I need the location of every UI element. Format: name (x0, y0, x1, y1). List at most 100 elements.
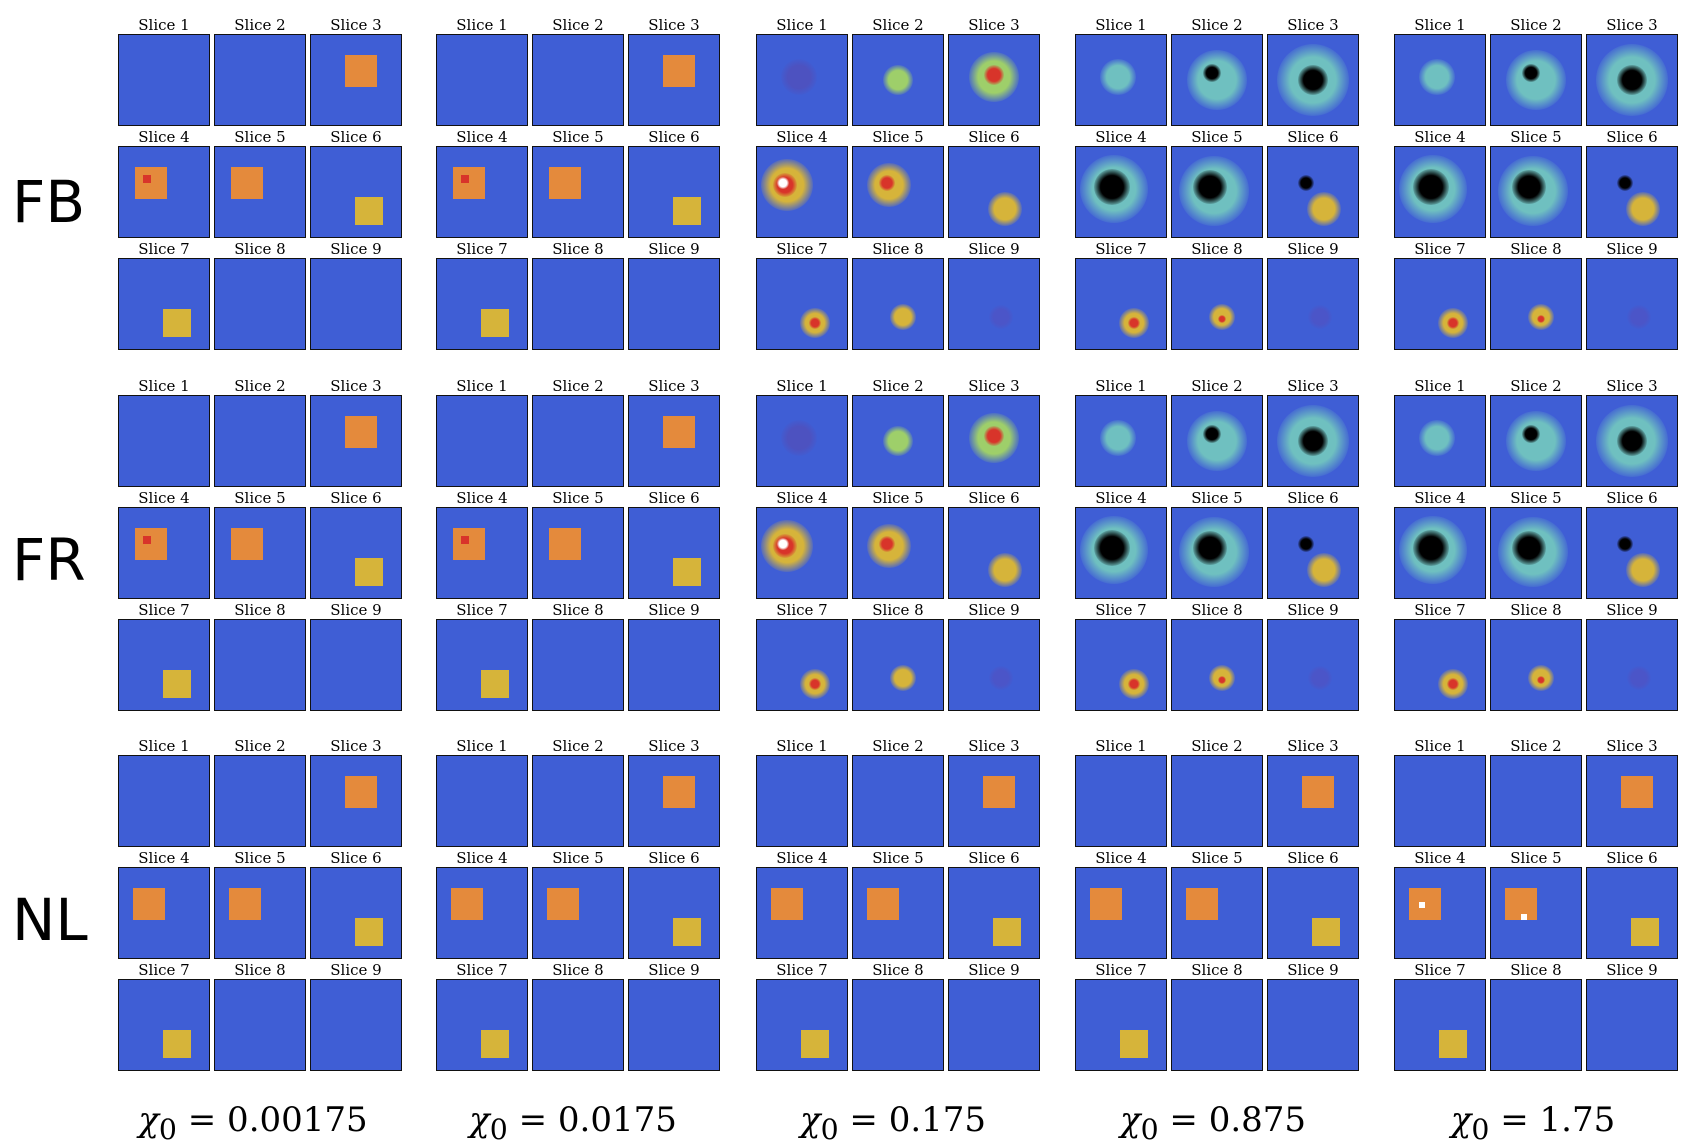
slice-title: Slice 3 (330, 377, 382, 395)
slice-title: Slice 1 (1095, 737, 1147, 755)
slice-image (1267, 34, 1359, 126)
slice-square-mark (355, 558, 383, 586)
slice-title: Slice 2 (1191, 377, 1243, 395)
slice-blob-mark (1100, 59, 1136, 95)
slice-title: Slice 2 (1510, 16, 1562, 34)
slice-image (1586, 507, 1678, 599)
slice-title: Slice 2 (552, 16, 604, 34)
slice-image (1171, 755, 1263, 847)
slice-title: Slice 1 (1414, 377, 1466, 395)
slice-image (1394, 619, 1486, 711)
slice-title: Slice 8 (234, 961, 286, 979)
slice-title: Slice 1 (138, 16, 190, 34)
slice-title: Slice 8 (552, 601, 604, 619)
slice-title: Slice 5 (872, 128, 924, 146)
column-caption-1: χ0 = 0.00175 (138, 1100, 368, 1146)
slice-title: Slice 6 (330, 489, 382, 507)
slice-image (1586, 146, 1678, 238)
slice-title: Slice 9 (330, 240, 382, 258)
slice-image (1075, 395, 1167, 487)
slice-title: Slice 9 (968, 240, 1020, 258)
slice-square-mark (481, 1030, 509, 1058)
slice-image (1267, 258, 1359, 350)
slice-image (1394, 979, 1486, 1071)
slice-image (1171, 507, 1263, 599)
slice-title: Slice 3 (1287, 377, 1339, 395)
slice-image (852, 755, 944, 847)
slice-title: Slice 9 (330, 601, 382, 619)
slice-image (852, 395, 944, 487)
slice-square-mark (663, 776, 695, 808)
slice-title: Slice 6 (1606, 489, 1658, 507)
slice-title: Slice 4 (776, 128, 828, 146)
slice-blob-mark (1419, 420, 1455, 456)
slice-title: Slice 2 (1191, 737, 1243, 755)
slice-image (436, 619, 528, 711)
slice-image (1075, 867, 1167, 959)
slice-square-mark (345, 416, 377, 448)
slice-blob-mark (1308, 305, 1332, 329)
slice-title: Slice 7 (1414, 961, 1466, 979)
slice-title: Slice 2 (234, 16, 286, 34)
slice-image (310, 258, 402, 350)
slice-image (310, 507, 402, 599)
slice-title: Slice 3 (1606, 16, 1658, 34)
slice-square-mark (481, 309, 509, 337)
slice-image (1171, 258, 1263, 350)
slice-image (310, 755, 402, 847)
slice-blob-mark (1522, 425, 1540, 443)
slice-image (214, 979, 306, 1071)
slice-image (118, 619, 210, 711)
slice-image (1267, 395, 1359, 487)
slice-blob-mark (809, 317, 821, 329)
slice-image (1267, 979, 1359, 1071)
row-label-nl: NL (12, 886, 88, 954)
slice-image (1171, 146, 1263, 238)
slice-image (436, 395, 528, 487)
slice-square-mark (453, 528, 485, 560)
slice-blob-mark (1512, 531, 1546, 565)
slice-image (1075, 619, 1167, 711)
column-caption-5: χ0 = 1.75 (1450, 1100, 1616, 1146)
slice-title: Slice 6 (330, 128, 382, 146)
slice-image (310, 867, 402, 959)
slice-title: Slice 7 (456, 240, 508, 258)
slice-square-mark (163, 309, 191, 337)
slice-blob-mark (1218, 315, 1226, 323)
slice-square-mark (231, 167, 263, 199)
slice-image (1171, 34, 1263, 126)
slice-image (756, 507, 848, 599)
slice-image (118, 755, 210, 847)
slice-title: Slice 5 (1191, 849, 1243, 867)
slice-blob-mark (1617, 536, 1633, 552)
slice-blob-mark (1218, 676, 1226, 684)
slice-title: Slice 6 (968, 128, 1020, 146)
slice-title: Slice 8 (872, 961, 924, 979)
slice-title: Slice 6 (648, 128, 700, 146)
slice-square-mark (1419, 902, 1425, 908)
slice-title: Slice 4 (1095, 849, 1147, 867)
slice-image (628, 146, 720, 238)
slice-blob-mark (1298, 65, 1328, 95)
slice-square-mark (663, 55, 695, 87)
slice-image (948, 34, 1040, 126)
slice-blob-mark (988, 192, 1022, 226)
slice-title: Slice 5 (872, 489, 924, 507)
slice-title: Slice 7 (1414, 240, 1466, 258)
slice-title: Slice 4 (776, 489, 828, 507)
slice-title: Slice 4 (138, 849, 190, 867)
slice-title: Slice 1 (456, 737, 508, 755)
slice-image (214, 395, 306, 487)
column-caption-2: χ0 = 0.0175 (469, 1100, 677, 1146)
slice-square-mark (1186, 888, 1218, 920)
slice-blob-mark (777, 177, 789, 189)
slice-image (1490, 146, 1582, 238)
slice-image (756, 258, 848, 350)
slice-title: Slice 4 (138, 489, 190, 507)
slice-title: Slice 8 (552, 961, 604, 979)
slice-image (628, 979, 720, 1071)
slice-title: Slice 4 (1095, 489, 1147, 507)
slice-blob-mark (1537, 315, 1545, 323)
slice-square-mark (673, 558, 701, 586)
slice-title: Slice 5 (234, 489, 286, 507)
